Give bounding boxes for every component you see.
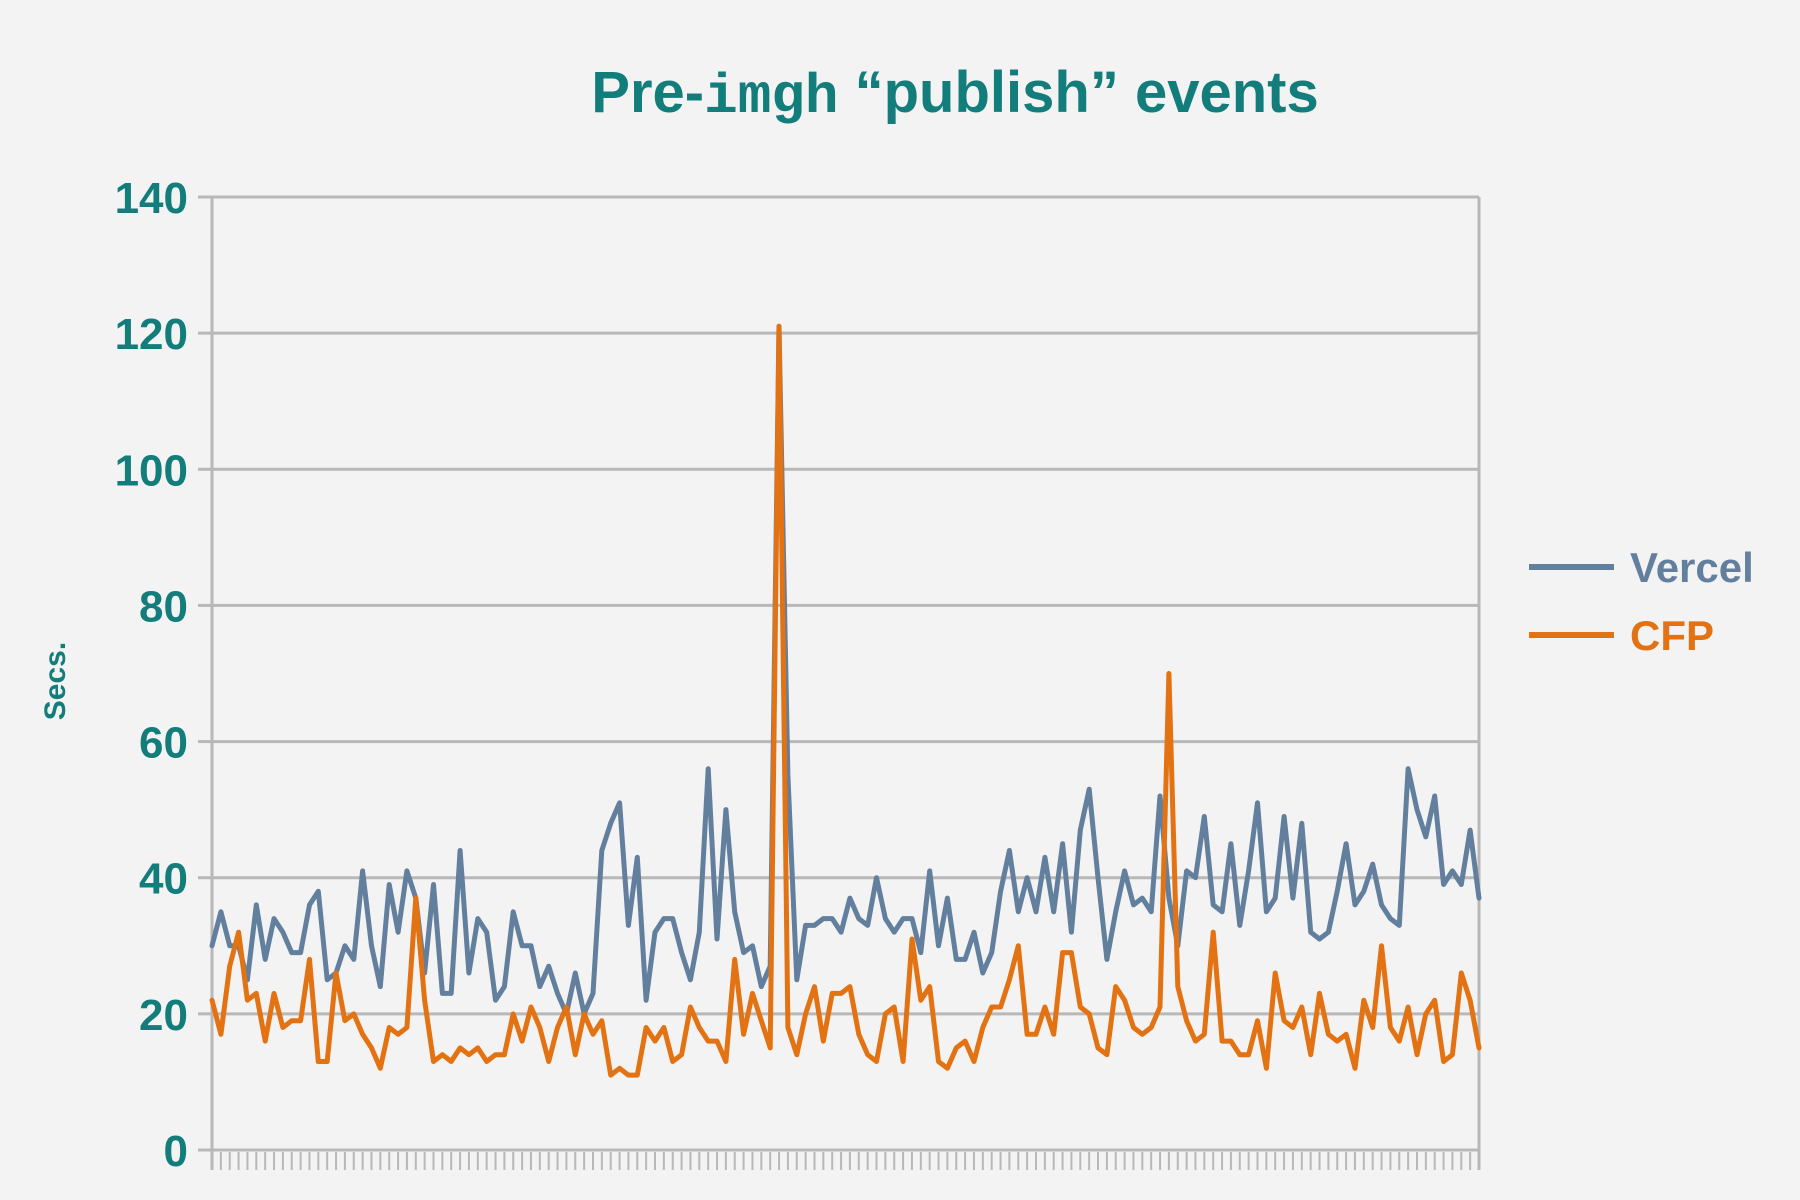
y-tick-label: 60 xyxy=(139,719,188,768)
x-tick-marks xyxy=(211,1152,1480,1170)
legend-label-vercel: Vercel xyxy=(1630,544,1754,591)
legend: Vercel CFP xyxy=(1529,544,1754,659)
series-lines xyxy=(209,323,1482,1078)
y-tick-label: 120 xyxy=(115,310,188,359)
y-tick-label: 100 xyxy=(115,446,188,495)
legend-label-cfp: CFP xyxy=(1630,612,1714,659)
y-tick-labels: 0 20 40 60 80 100 120 140 xyxy=(115,174,188,1176)
series-line-cfp xyxy=(209,323,1482,1078)
y-tick-label: 80 xyxy=(139,582,188,631)
y-tick-label: 0 xyxy=(164,1127,188,1176)
gridlines xyxy=(198,195,1479,1152)
y-tick-label: 40 xyxy=(139,855,188,904)
chart-title-mono: imgh xyxy=(704,65,838,129)
y-tick-label: 20 xyxy=(139,991,188,1040)
y-axis-label: Secs. xyxy=(39,642,72,720)
chart-title: Pre-imgh “publish” events xyxy=(591,60,1318,129)
chart-title-prefix: Pre- xyxy=(591,60,704,125)
series-line-vercel xyxy=(209,323,1482,1017)
chart-title-suffix: “publish” events xyxy=(839,60,1319,125)
y-tick-label: 140 xyxy=(115,174,188,223)
